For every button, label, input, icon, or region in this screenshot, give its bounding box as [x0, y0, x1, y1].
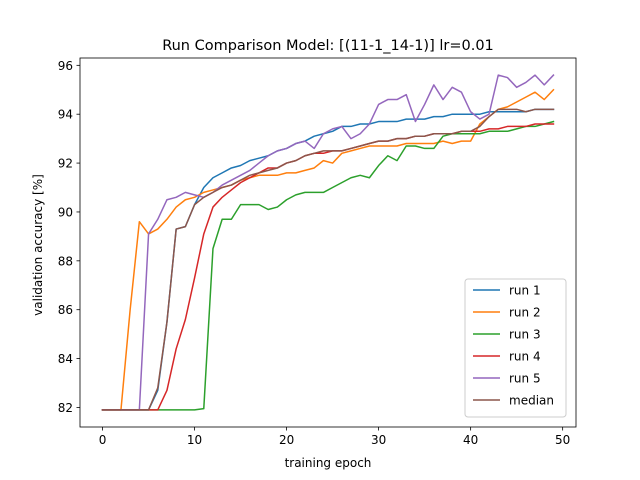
legend: run 1 run 2 run 3 run 4 run 5 median: [464, 278, 567, 418]
y-tick-label: 86: [58, 303, 73, 317]
y-tick-label: 90: [58, 205, 73, 219]
plot-lines: [101, 74, 555, 411]
legend-label: median: [509, 394, 554, 408]
legend-label: run 1: [509, 284, 541, 298]
x-tick-label: 10: [187, 433, 202, 447]
y-tick-label: 92: [58, 157, 73, 171]
y-tick-label: 96: [58, 59, 73, 73]
legend-label: run 4: [509, 350, 541, 364]
series-line-6: [101, 108, 555, 411]
y-tick-label: 94: [58, 108, 73, 122]
x-tick-label: 20: [279, 433, 294, 447]
x-tick-label: 0: [99, 433, 107, 447]
series-line-4: [101, 123, 555, 411]
y-tick-label: 88: [58, 254, 73, 268]
legend-label: run 3: [509, 328, 541, 342]
y-axis-label: validation accuracy [%]: [31, 174, 45, 316]
plot-frame: [79, 57, 577, 428]
y-tick-label: 82: [58, 401, 73, 415]
x-tick-label: 40: [463, 433, 478, 447]
chart-title: Run Comparison Model: [(11-1_14-1)] lr=0…: [162, 38, 494, 54]
x-tick-label: 30: [371, 433, 386, 447]
axes: 0 10 20 30 40 50 82 84 86 88 90 92 94 96: [58, 57, 577, 447]
y-tick-label: 84: [58, 352, 73, 366]
series-line-3: [101, 120, 555, 411]
legend-label: run 5: [509, 372, 541, 386]
x-tick-label: 50: [555, 433, 570, 447]
series-line-5: [101, 74, 555, 411]
legend-label: run 2: [509, 306, 541, 320]
legend-box: [464, 278, 567, 418]
x-axis-label: training epoch: [285, 456, 372, 470]
